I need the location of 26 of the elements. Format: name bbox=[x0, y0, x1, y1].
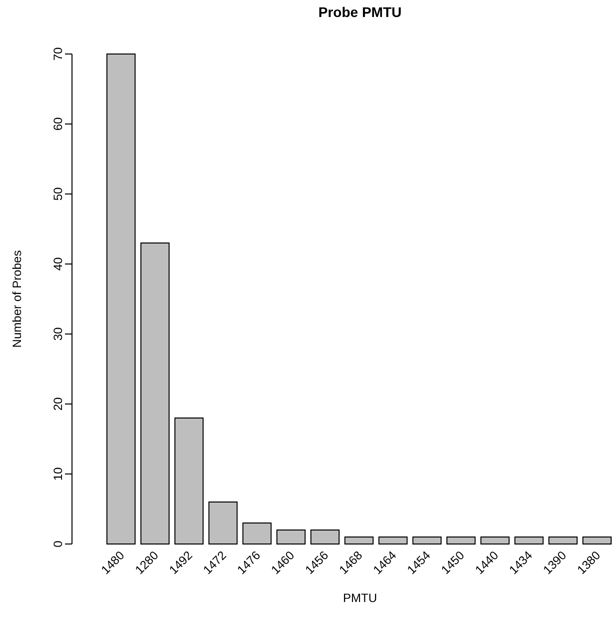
y-tick-label: 30 bbox=[51, 327, 65, 341]
y-axis-title: Number of Probes bbox=[10, 250, 24, 348]
bar bbox=[310, 530, 340, 544]
bar bbox=[344, 536, 374, 544]
y-tick-label: 50 bbox=[51, 187, 65, 201]
bar bbox=[514, 536, 544, 544]
y-tick-label: 10 bbox=[51, 467, 65, 481]
bar bbox=[582, 536, 612, 544]
bar bbox=[106, 54, 136, 544]
y-tick-label: 60 bbox=[51, 117, 65, 131]
bar bbox=[548, 536, 578, 544]
bar bbox=[480, 536, 510, 544]
y-tick-label: 40 bbox=[51, 257, 65, 271]
bar bbox=[208, 502, 238, 544]
x-axis-title: PMTU bbox=[343, 591, 377, 605]
chart-title: Probe PMTU bbox=[318, 4, 402, 20]
bar bbox=[446, 536, 476, 544]
y-tick-label: 20 bbox=[51, 397, 65, 411]
bar bbox=[242, 522, 272, 544]
bar bbox=[276, 530, 306, 544]
bar bbox=[174, 418, 204, 544]
y-tick-label: 70 bbox=[51, 47, 65, 61]
y-tick-label: 0 bbox=[51, 540, 65, 548]
bar bbox=[412, 536, 442, 544]
bar bbox=[378, 536, 408, 544]
bar bbox=[140, 242, 170, 544]
